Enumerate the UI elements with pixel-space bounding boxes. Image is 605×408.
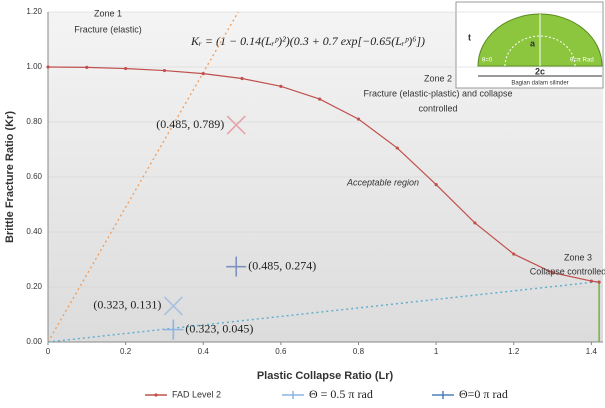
dot [357, 117, 360, 120]
y-tick-label: 0.20 [26, 282, 42, 291]
formula: Kᵣ = (1 − 0.14(Lᵣᵖ)²)(0.3 + 0.7 exp[−0.6… [190, 34, 425, 48]
x-tick-label: 0.4 [198, 347, 210, 356]
annotation: Zone 2 [424, 73, 452, 83]
y-axis-title: Brittle Fracture Ratio (Kr) [4, 111, 16, 243]
legend-label: Θ = 0.5 π rad [309, 387, 373, 401]
inset-caption: Bagian dalam silinder [511, 81, 568, 87]
x-tick-label: 1.2 [508, 347, 520, 356]
y-tick-label: 0.60 [26, 172, 42, 181]
dot [202, 72, 205, 75]
x-tick-label: 0.2 [120, 347, 132, 356]
annotation: Fracture (elastic) [74, 24, 142, 34]
x-tick-label: 0.6 [275, 347, 287, 356]
x-tick-label: 1.4 [586, 347, 598, 356]
inset-label: θ=π Rad [570, 58, 594, 64]
y-tick-label: 0.40 [26, 227, 42, 236]
legend-label: FAD Level 2 [172, 389, 221, 399]
dot [240, 77, 243, 80]
dot [512, 252, 515, 255]
dot [163, 69, 166, 72]
y-tick-label: 0.00 [26, 337, 42, 346]
y-tick-label: 1.20 [26, 7, 42, 16]
dot [435, 183, 438, 186]
legend-label: Θ=0 π rad [459, 387, 508, 401]
chart: Plastic Collapse Ratio (Lr) Brittle Frac… [0, 0, 605, 408]
annotation: Collapse controlled [530, 266, 605, 276]
dot [85, 66, 88, 69]
dot [124, 67, 127, 70]
data-label: (0.485, 0.789) [156, 117, 224, 131]
annotation: controlled [418, 103, 457, 113]
inset-label: 2c [535, 66, 545, 76]
dot [590, 279, 593, 282]
dot [396, 146, 399, 149]
data-label: (0.485, 0.274) [248, 258, 316, 272]
dot [598, 281, 601, 284]
x-tick-label: 1 [434, 347, 439, 356]
annotation: Zone 1 [94, 8, 122, 18]
inset-label: θ=0.5π Rad [545, 10, 577, 16]
inset-label: θ=0 [482, 58, 493, 64]
x-tick-label: 0.8 [353, 347, 365, 356]
inset: θ=0.5π Rad t a θ=0 θ=π Rad 2c Bagian dal… [456, 2, 603, 88]
annotation: Acceptable region [346, 177, 419, 187]
inset-label: t [468, 32, 471, 42]
legend-swatch [154, 393, 157, 396]
data-label: (0.323, 0.045) [185, 321, 253, 335]
y-tick-label: 0.80 [26, 117, 42, 126]
x-axis-title: Plastic Collapse Ratio (Lr) [257, 370, 394, 382]
annotation: Zone 3 [564, 252, 592, 262]
dot [318, 97, 321, 100]
data-label: (0.323, 0.131) [93, 298, 161, 312]
annotation: Fracture (elastic-plastic) and collapse [363, 88, 512, 98]
y-tick-label: 1.00 [26, 62, 42, 71]
dot [46, 65, 49, 68]
dot [279, 85, 282, 88]
x-tick-label: 0 [46, 347, 51, 356]
dot [473, 221, 476, 224]
